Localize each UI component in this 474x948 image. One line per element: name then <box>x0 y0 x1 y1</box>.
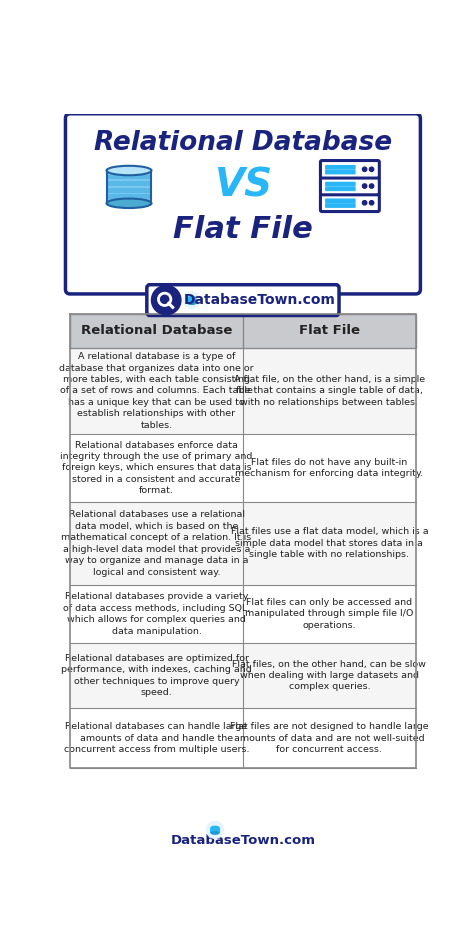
Polygon shape <box>210 828 219 833</box>
Polygon shape <box>107 192 152 194</box>
Circle shape <box>369 184 374 189</box>
Ellipse shape <box>107 198 152 208</box>
Text: Relational databases can handle large
amounts of data and handle the
concurrent : Relational databases can handle large am… <box>64 722 249 755</box>
Text: Relational databases provide a variety
of data access methods, including SQL,
wh: Relational databases provide a variety o… <box>63 592 250 635</box>
Text: A relational database is a type of
database that organizes data into one or
more: A relational database is a type of datab… <box>59 352 254 429</box>
Text: Flat File: Flat File <box>299 324 360 337</box>
Ellipse shape <box>210 826 219 830</box>
Polygon shape <box>107 186 152 188</box>
Text: Flat files are not designed to handle large
amounts of data and are not well-sui: Flat files are not designed to handle la… <box>230 722 428 755</box>
Polygon shape <box>70 314 416 348</box>
FancyBboxPatch shape <box>325 170 356 174</box>
Text: Flat files, on the other hand, can be slow
when dealing with large datasets and
: Flat files, on the other hand, can be sl… <box>232 660 426 691</box>
Circle shape <box>369 201 374 205</box>
Polygon shape <box>70 434 416 501</box>
Polygon shape <box>107 173 152 174</box>
FancyBboxPatch shape <box>320 194 379 211</box>
Polygon shape <box>107 171 152 203</box>
FancyBboxPatch shape <box>147 284 339 316</box>
FancyBboxPatch shape <box>320 177 379 194</box>
Text: DatabaseTown.com: DatabaseTown.com <box>184 293 336 307</box>
Text: Flat files use a flat data model, which is a
simple data model that stores data : Flat files use a flat data model, which … <box>230 527 428 559</box>
Circle shape <box>363 167 367 172</box>
Polygon shape <box>187 298 196 303</box>
FancyBboxPatch shape <box>325 165 356 170</box>
Circle shape <box>363 201 367 205</box>
FancyBboxPatch shape <box>65 114 420 294</box>
Polygon shape <box>70 585 416 643</box>
Polygon shape <box>70 643 416 708</box>
FancyBboxPatch shape <box>325 187 356 191</box>
Polygon shape <box>70 501 416 585</box>
Circle shape <box>207 821 224 838</box>
Circle shape <box>183 292 201 308</box>
FancyBboxPatch shape <box>320 160 379 178</box>
Text: VS: VS <box>214 166 272 205</box>
Text: Flat files can only be accessed and
manipulated through simple file I/O
operatio: Flat files can only be accessed and mani… <box>245 598 413 629</box>
Text: Relational databases are optimized for
performance, with indexes, caching and
ot: Relational databases are optimized for p… <box>61 654 252 697</box>
Polygon shape <box>70 348 416 434</box>
Text: Relational databases enforce data
integrity through the use of primary and
forei: Relational databases enforce data integr… <box>60 441 253 496</box>
Ellipse shape <box>210 831 219 835</box>
Circle shape <box>369 167 374 172</box>
Circle shape <box>363 184 367 189</box>
Polygon shape <box>70 708 416 768</box>
FancyBboxPatch shape <box>325 182 356 187</box>
Ellipse shape <box>187 296 196 300</box>
FancyBboxPatch shape <box>325 203 356 208</box>
Text: Relational databases use a relational
data model, which is based on the
mathemat: Relational databases use a relational da… <box>62 510 252 576</box>
Text: Flat File: Flat File <box>173 215 313 244</box>
Ellipse shape <box>107 166 152 175</box>
Polygon shape <box>107 199 152 201</box>
Ellipse shape <box>187 301 196 305</box>
Text: Relational Database: Relational Database <box>81 324 232 337</box>
Polygon shape <box>107 179 152 181</box>
FancyBboxPatch shape <box>325 198 356 203</box>
Text: Relational Database: Relational Database <box>94 130 392 156</box>
Text: A flat file, on the other hand, is a simple
file that contains a single table of: A flat file, on the other hand, is a sim… <box>234 375 425 407</box>
Text: Flat files do not have any built-in
mechanism for enforcing data integrity.: Flat files do not have any built-in mech… <box>235 458 423 478</box>
Circle shape <box>152 285 181 315</box>
Text: DatabaseTown.com: DatabaseTown.com <box>171 834 315 848</box>
